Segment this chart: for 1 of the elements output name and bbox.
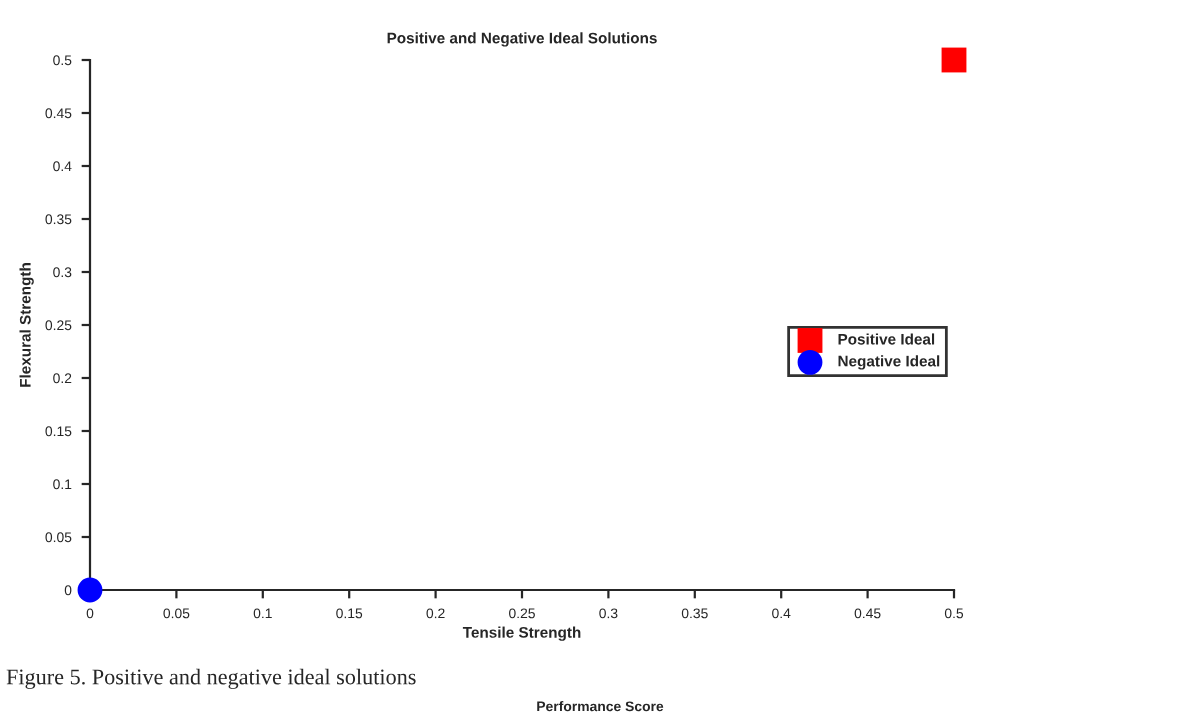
caption: Figure 5. Positive and negative ideal solutions (6, 668, 416, 690)
